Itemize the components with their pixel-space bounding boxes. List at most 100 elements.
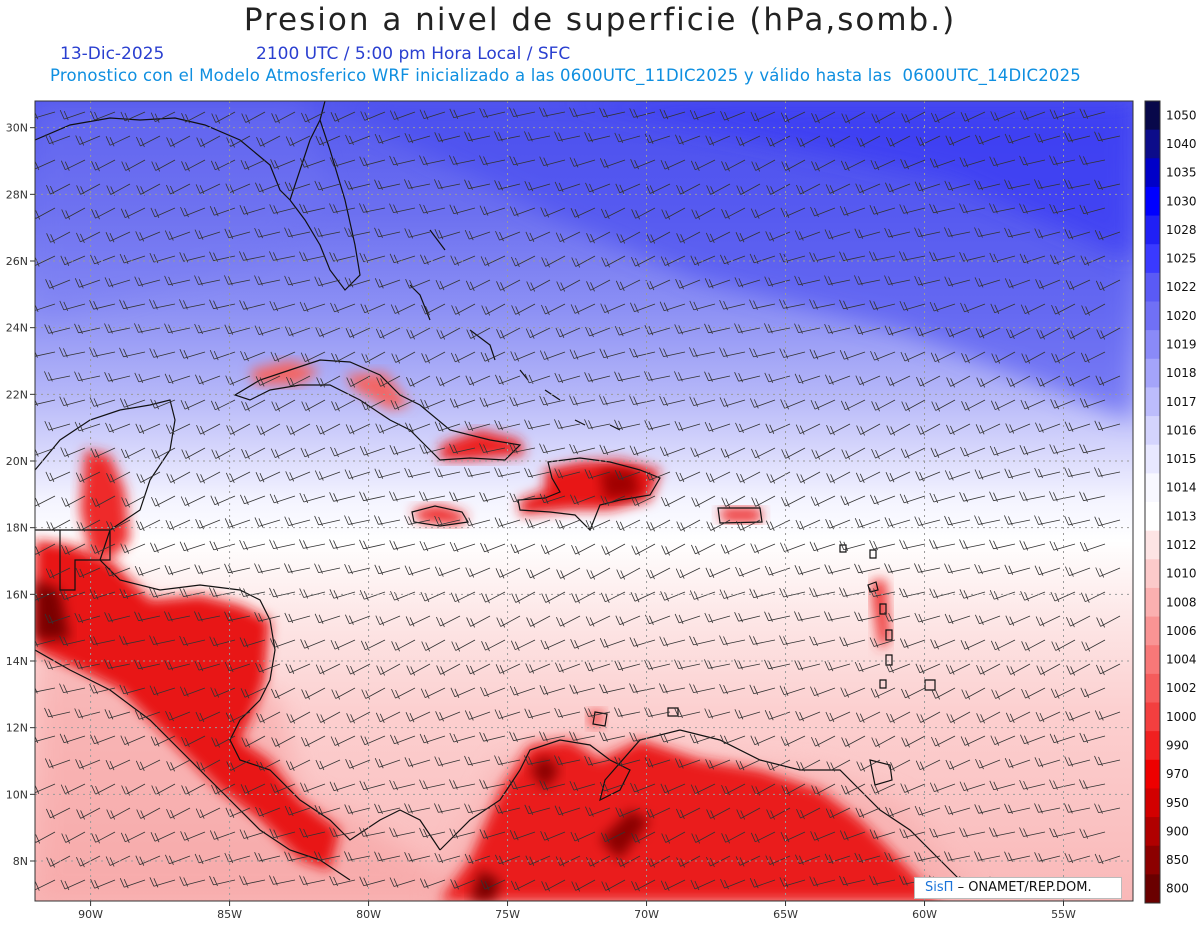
wind-barb (569, 157, 596, 168)
wind-barb (989, 539, 1016, 550)
wind-barb (991, 687, 1016, 700)
wind-barb (35, 879, 56, 891)
wind-barb (44, 613, 71, 625)
wind-barb (149, 348, 176, 359)
wind-barb (59, 300, 86, 312)
wind-barb (734, 612, 761, 623)
wind-barb (74, 278, 101, 289)
wind-barb (554, 707, 581, 719)
wind-barb (794, 323, 821, 334)
wind-barb (1004, 278, 1031, 289)
wind-barb (314, 805, 341, 816)
wind-barb (674, 324, 701, 335)
wind-barb (195, 807, 221, 819)
wind-barb (975, 614, 1001, 625)
wind-barb (300, 782, 326, 793)
wind-barb (704, 323, 731, 334)
wind-barb (61, 495, 86, 508)
colorbar-label: 1004 (1166, 653, 1197, 667)
wind-barb (539, 395, 566, 407)
wind-barb (270, 159, 296, 170)
wind-barb (374, 278, 401, 289)
wind-barb (721, 783, 746, 796)
wind-barb (494, 517, 521, 528)
wind-barb (900, 447, 926, 459)
wind-barb (974, 851, 1001, 862)
wind-barb (1019, 491, 1046, 502)
wind-barb (35, 447, 56, 457)
wind-barb (284, 181, 311, 192)
wind-barb (584, 661, 611, 672)
wind-barb (1066, 663, 1091, 676)
wind-barb (825, 807, 851, 819)
wind-barb (525, 327, 551, 339)
wind-barb (35, 255, 56, 267)
wind-barb (464, 229, 491, 241)
wind-barb (809, 876, 836, 887)
central-america-caribbean-coast (99, 559, 441, 851)
wind-barb (496, 279, 521, 292)
lat-tick-label: 24N (6, 322, 28, 335)
wind-barb (825, 183, 851, 195)
wind-barb (330, 735, 356, 747)
wind-barb (764, 323, 791, 334)
wind-barb (479, 205, 506, 216)
wind-barb (600, 207, 626, 220)
wind-barb (449, 541, 476, 553)
wind-barb (269, 493, 296, 505)
wind-barb (659, 347, 686, 358)
wind-barb (301, 399, 326, 412)
wind-barb (166, 759, 191, 772)
wind-barb (120, 447, 146, 460)
wind-barb (946, 375, 971, 388)
wind-barb (660, 783, 686, 794)
wind-barb (465, 567, 491, 578)
wind-barb (480, 879, 506, 891)
wind-barb (945, 135, 971, 146)
wind-barb (391, 687, 416, 700)
wind-barb (526, 567, 551, 580)
wind-barb (630, 782, 656, 794)
wind-barb (164, 565, 191, 576)
wind-barb (556, 615, 581, 628)
wind-barb (449, 204, 476, 215)
lon-tick-label: 60W (912, 908, 937, 921)
wind-barb (975, 327, 1001, 339)
wind-barb (690, 447, 716, 458)
wind-barb (405, 279, 431, 290)
wind-barb (509, 107, 536, 118)
wind-barb (59, 683, 86, 694)
wind-barb (105, 231, 131, 243)
colorbar-swatch (1145, 272, 1160, 302)
wind-barb (389, 203, 416, 214)
wind-barb (240, 687, 266, 699)
wind-barb (464, 131, 491, 142)
wind-barb (764, 372, 791, 384)
wind-barb (419, 733, 446, 745)
wind-barb (974, 804, 1001, 815)
wind-barb (869, 205, 896, 216)
wind-barb (749, 878, 776, 889)
wind-barb (660, 255, 686, 267)
wind-barb (1050, 399, 1076, 410)
wind-barb (796, 135, 821, 148)
wind-barb (331, 399, 356, 412)
wind-barb (899, 493, 926, 505)
wind-barb (314, 276, 341, 287)
wind-barb (960, 446, 986, 458)
wind-barb (1034, 467, 1061, 479)
wind-barb (961, 399, 986, 412)
wind-barb (899, 587, 926, 599)
wind-barb (316, 375, 341, 388)
wind-barb (1094, 803, 1121, 814)
wind-barb (90, 879, 116, 890)
south-america-coast (439, 729, 961, 881)
wind-barb (134, 565, 161, 577)
wind-barb (809, 587, 836, 598)
wind-barb (1096, 327, 1121, 340)
wind-barb (479, 829, 506, 840)
wind-barb (584, 755, 611, 767)
colorbar-swatch (1145, 845, 1160, 875)
wind-barb (495, 567, 521, 579)
wind-barb (509, 155, 536, 167)
